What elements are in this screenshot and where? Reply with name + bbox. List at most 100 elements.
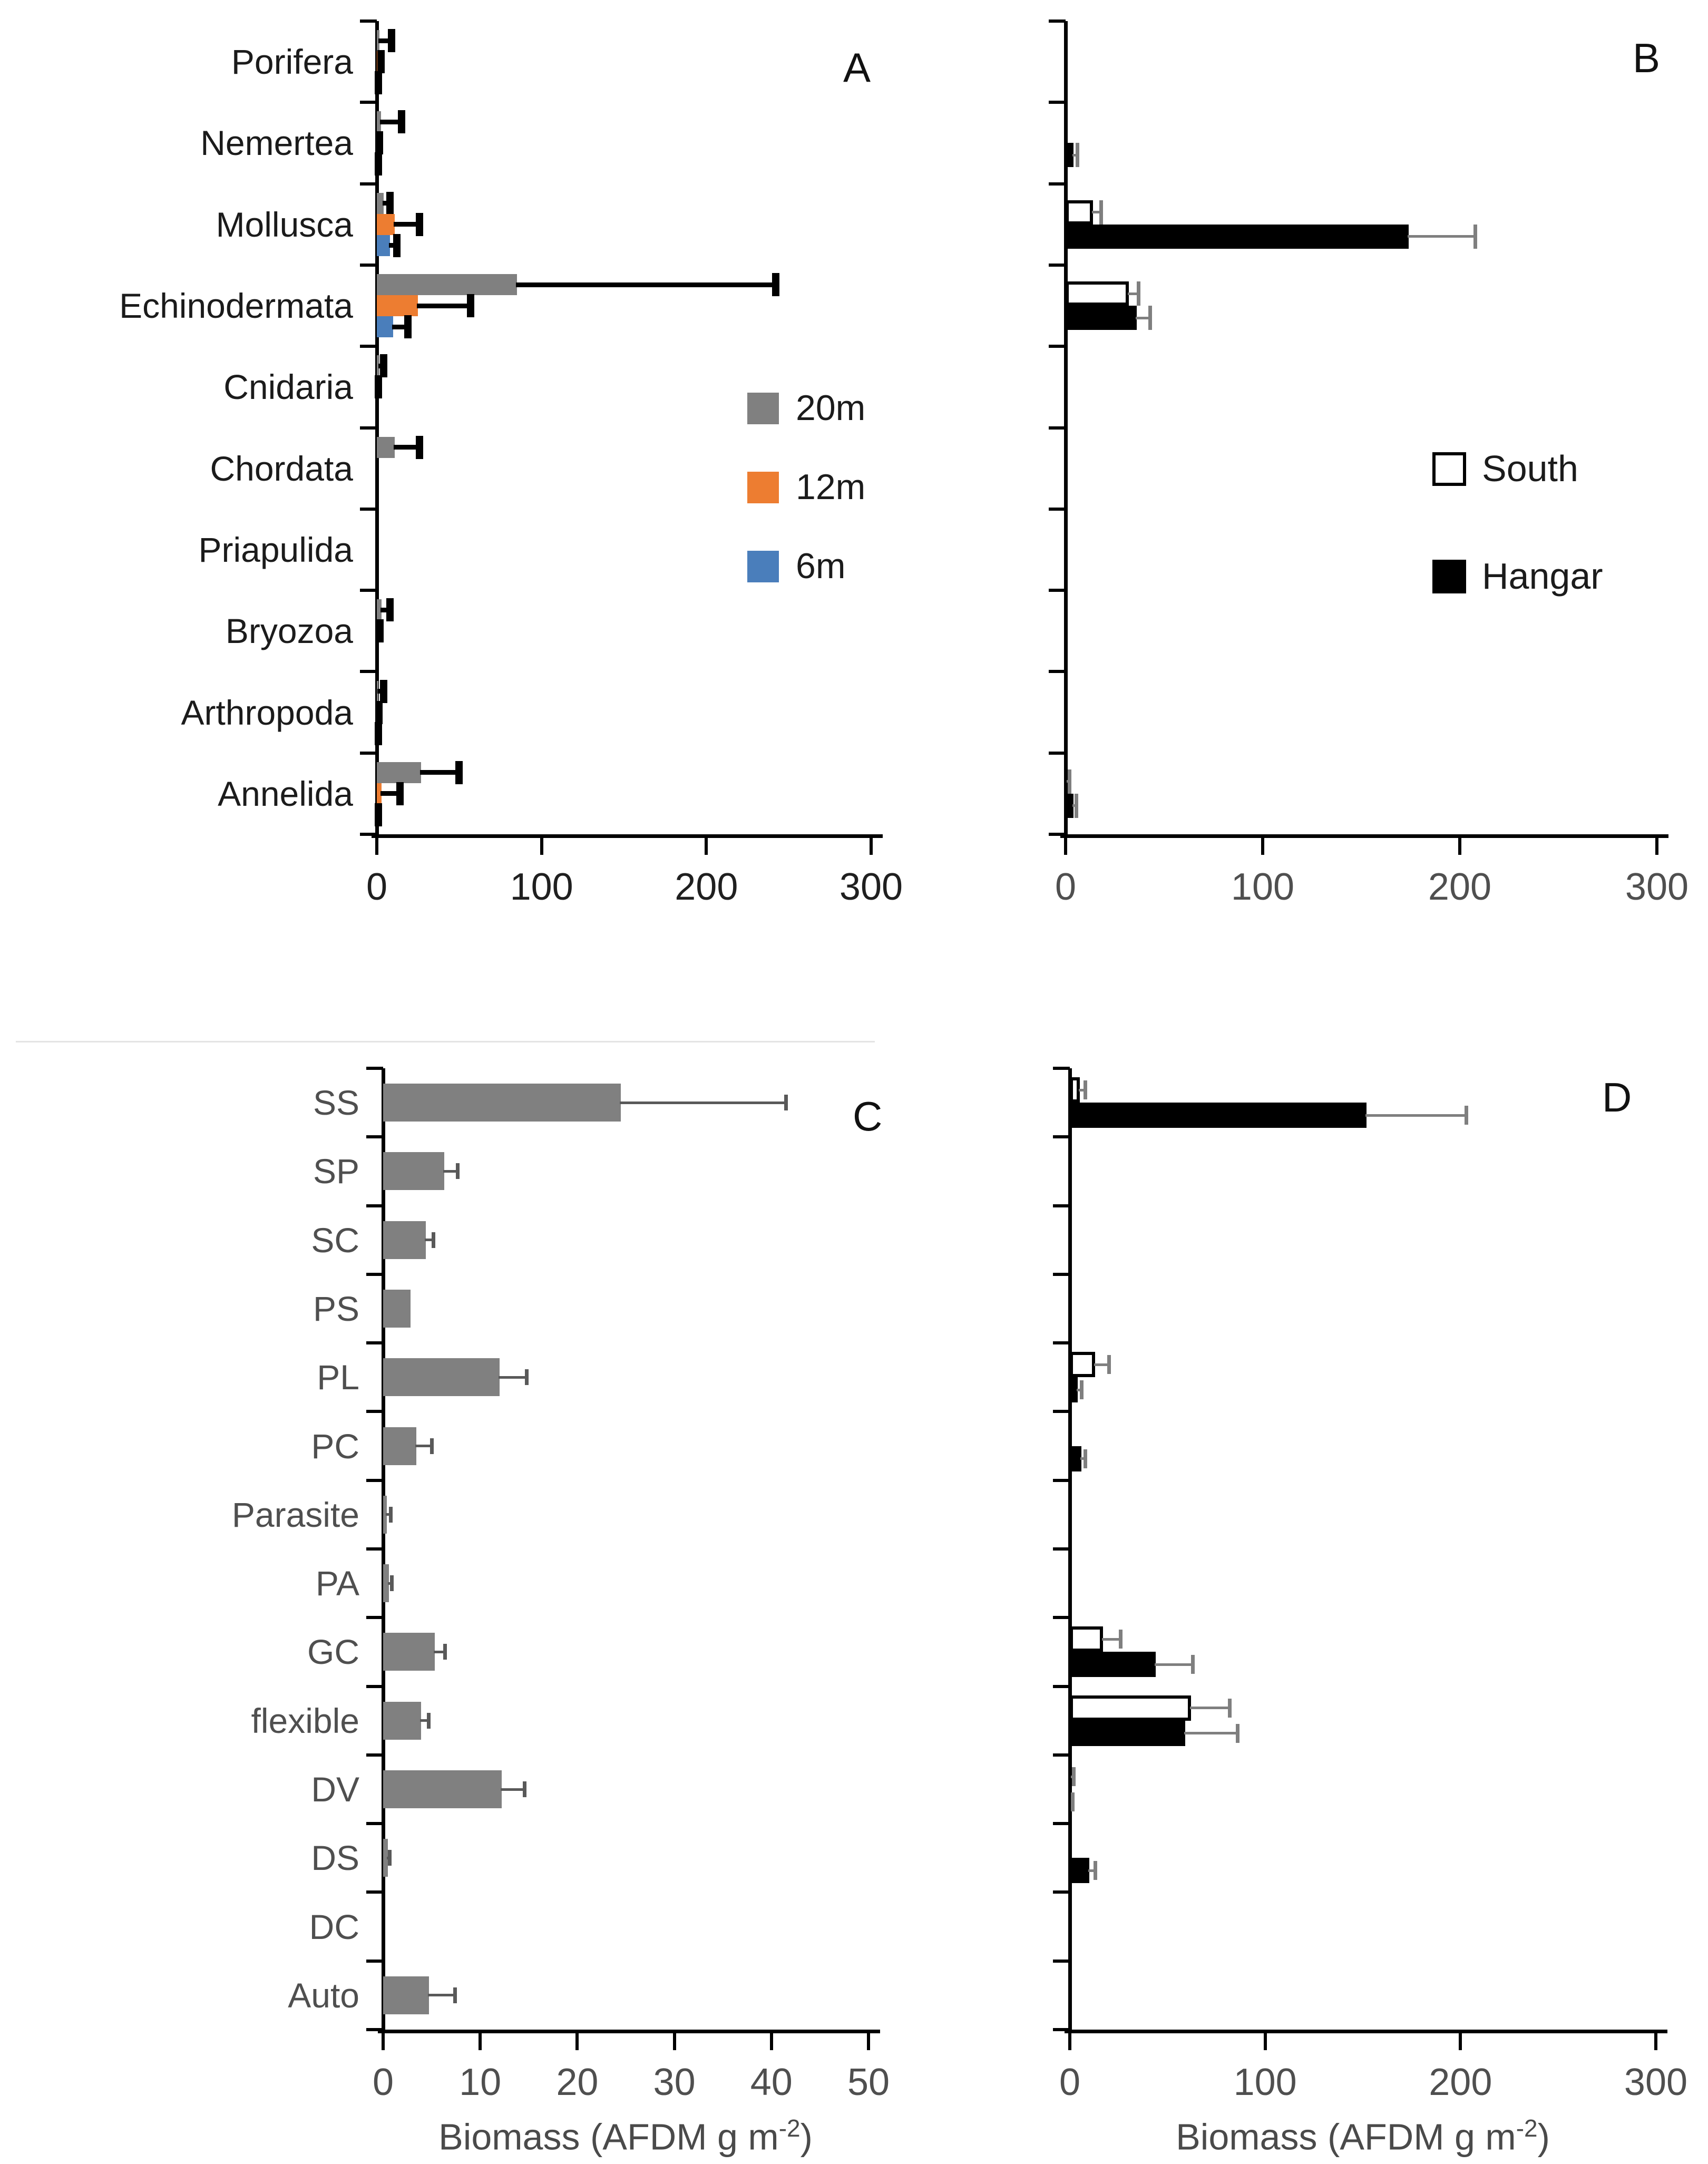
x-axis-label: Biomass (AFDM g m-2) (257, 2108, 994, 2157)
x-tick-label: 0 (1059, 2061, 1081, 2103)
y-axis-tick (366, 1890, 383, 1894)
y-axis-tick (360, 751, 377, 755)
error-bar-line (500, 1788, 525, 1791)
y-axis-tick (1053, 1067, 1070, 1070)
error-bar-cap (1075, 793, 1079, 818)
x-tick-label: 50 (847, 2061, 890, 2103)
bar-20m-annelida (377, 762, 422, 783)
y-axis-tick (360, 589, 377, 592)
y-axis-tick (1053, 1616, 1070, 1620)
error-bar-cap (375, 803, 383, 826)
error-bar-line (1155, 1663, 1193, 1666)
x-axis-tick (1261, 838, 1264, 855)
y-axis-tick (366, 1616, 383, 1620)
y-axis-tick (1053, 2028, 1070, 2031)
bar-20m-echinodermata (377, 274, 517, 296)
bar-20m-mollusca (377, 192, 384, 214)
x-axis (378, 2030, 880, 2033)
x-axis-tick (870, 838, 873, 855)
x-axis-tick (1068, 2033, 1071, 2050)
y-axis-tick (1049, 182, 1066, 186)
error-bar-cap (393, 233, 401, 257)
bar-20m-gc (383, 1633, 435, 1671)
error-bar-cap (430, 1438, 434, 1454)
error-bar-line (394, 222, 420, 227)
legend-label-20m: 20m (796, 388, 866, 428)
x-axis-tick (1064, 838, 1067, 855)
bar-south-pl (1070, 1352, 1096, 1378)
error-bar-cap (379, 679, 387, 703)
error-bar-cap (784, 1095, 788, 1111)
error-bar-cap (453, 1987, 457, 2003)
error-bar-cap (1228, 1698, 1232, 1718)
x-axis-tick (540, 838, 543, 855)
y-axis-tick (360, 263, 377, 267)
y-axis-tick (366, 1067, 383, 1070)
x-axis-label-text: ) (800, 2116, 813, 2158)
bar-hangar-gc (1070, 1652, 1156, 1678)
error-bar-line (1072, 804, 1077, 807)
error-bar-line (378, 38, 392, 43)
bar-20m-porifera (377, 30, 379, 52)
error-bar-line (1080, 1457, 1086, 1460)
y-axis-tick (366, 1547, 383, 1551)
error-bar-line (499, 1376, 527, 1379)
bar-south-gc (1070, 1626, 1103, 1652)
y-axis-tick (360, 101, 377, 104)
category-label: Cnidaria (223, 367, 353, 407)
x-axis-tick (867, 2033, 870, 2050)
error-bar-line (386, 1513, 391, 1516)
y-axis-tick (1049, 670, 1066, 674)
bar-south-mollusca (1066, 200, 1094, 225)
bar-hangar-echinodermata (1066, 306, 1137, 330)
y-axis-tick (1049, 263, 1066, 267)
legend-label-south: South (1482, 448, 1578, 489)
x-axis-label: Biomass (AFDM g m-2) (994, 2108, 1708, 2157)
error-bar-line (1072, 153, 1078, 157)
error-bar-cap (390, 1575, 394, 1592)
error-bar-cap (1148, 306, 1153, 330)
error-bar-line (419, 1719, 429, 1722)
category-label: PA (315, 1564, 359, 1603)
error-bar-line (1135, 316, 1150, 319)
bar-20m-nemertea (377, 111, 381, 133)
category-label: Parasite (231, 1495, 359, 1534)
error-bar-cap (455, 761, 463, 784)
y-axis-tick (1049, 426, 1066, 430)
category-label: Auto (288, 1975, 359, 2015)
legend-swatch-20m (747, 393, 779, 424)
bar-20m-cnidaria (377, 355, 379, 377)
error-bar-cap (1191, 1655, 1195, 1674)
error-bar-cap (1071, 1767, 1076, 1786)
category-label: Porifera (231, 42, 353, 82)
x-axis (372, 834, 883, 838)
bar-south-pc (1070, 1420, 1071, 1446)
x-axis-tick (375, 838, 378, 855)
error-bar-line (1102, 1637, 1121, 1641)
y-axis (1068, 1068, 1072, 2032)
error-bar-cap (1084, 1080, 1088, 1100)
category-label: Arthropoda (181, 693, 353, 732)
y-axis-tick (1053, 1272, 1070, 1276)
bar-12m-annelida (377, 783, 382, 804)
y-axis-tick (1053, 1753, 1070, 1757)
error-bar-line (420, 770, 460, 775)
x-tick-label: 20 (556, 2061, 599, 2103)
bar-12m-echinodermata (377, 295, 418, 317)
bar-20m-ss (383, 1084, 621, 1122)
category-label: PS (313, 1289, 359, 1328)
x-axis-tick (672, 2033, 676, 2050)
category-label: flexible (251, 1701, 359, 1740)
bar-20m-bryozoa (377, 599, 382, 621)
error-bar-cap (375, 700, 383, 724)
error-bar-line (1088, 1869, 1096, 1872)
x-tick-label: 100 (510, 866, 573, 908)
y-axis-tick (1053, 1341, 1070, 1345)
error-bar-line (392, 324, 408, 329)
y-axis-tick (366, 1959, 383, 1963)
error-bar-cap (525, 1369, 529, 1386)
y-axis (375, 21, 379, 836)
x-tick-label: 300 (1624, 2061, 1688, 2103)
category-label: Bryozoa (225, 611, 353, 651)
bar-6m-mollusca (377, 235, 390, 256)
